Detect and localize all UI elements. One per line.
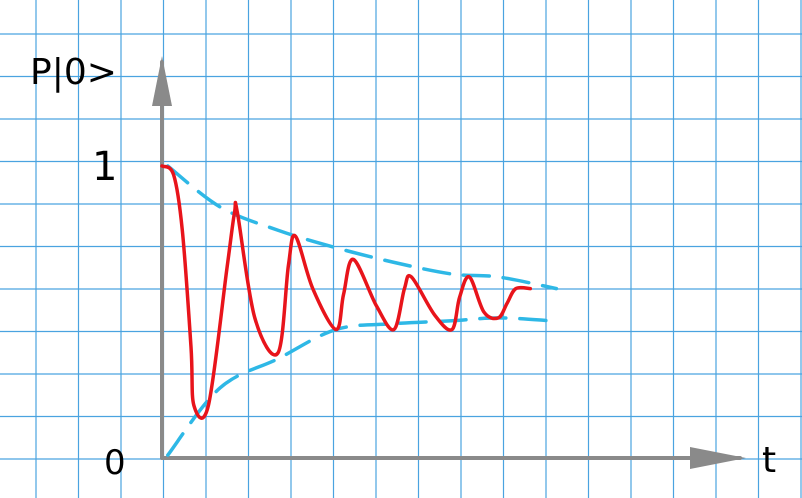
y-axis-arrowhead	[152, 56, 172, 106]
axis-labels: P|0> t 1 0	[30, 52, 776, 483]
axes	[152, 56, 746, 469]
y-tick-label-1: 1	[92, 144, 117, 190]
y-axis-label: P|0>	[30, 52, 117, 93]
x-axis-label: t	[762, 440, 776, 481]
signal-line	[160, 164, 533, 420]
y-tick-label-0: 0	[104, 443, 126, 483]
envelope-lines	[166, 164, 559, 457]
lower-envelope-line	[166, 316, 553, 457]
x-axis-arrowhead	[690, 447, 746, 469]
upper-envelope-line	[166, 164, 559, 291]
signal-series	[160, 164, 533, 420]
